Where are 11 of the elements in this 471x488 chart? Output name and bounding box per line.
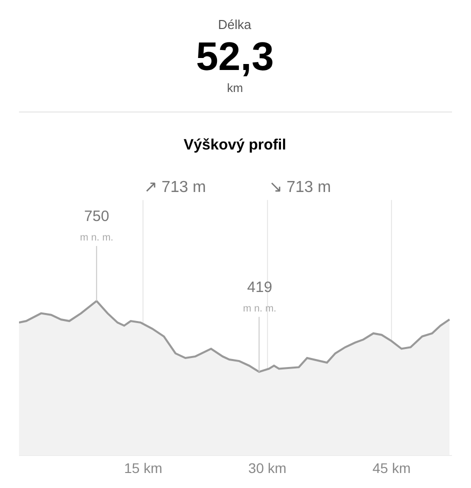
x-tick-label: 30 km [248, 460, 286, 476]
annotation: 419 m n. m. [243, 279, 276, 314]
text: km [227, 81, 243, 95]
annotation: 750 m n. m. [80, 208, 114, 244]
text: ↘ 713 m [269, 179, 331, 196]
x-tick-label: 15 km [124, 460, 162, 476]
text: Délka [218, 17, 252, 32]
text: ↗ 713 m [144, 179, 206, 196]
x-tick-label: 45 km [372, 460, 411, 476]
text: 52,3 [196, 35, 274, 79]
chart-title: Výškový profil [184, 136, 286, 154]
